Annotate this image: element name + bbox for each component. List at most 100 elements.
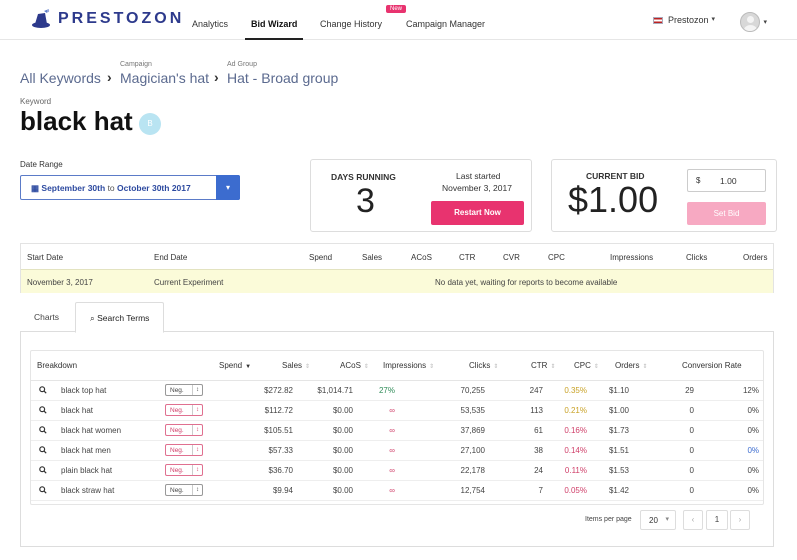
cell-impressions: 22,178 (460, 466, 485, 475)
cell-impressions: 37,869 (460, 426, 485, 435)
table-row: black hat women Neg. ↕ $105.51 $0.00 ∞ 37,869 6… (31, 421, 763, 441)
experiment-table: Start Date End Date Spend Sales ACoS CTR… (20, 243, 774, 293)
search-icon[interactable] (39, 386, 47, 394)
negate-button[interactable]: Neg. ↕ (165, 484, 203, 496)
breadcrumb-all-keywords[interactable]: All Keywords (20, 70, 101, 86)
cell-acos: ∞ (389, 486, 395, 495)
experiment-empty-message: No data yet, waiting for reports to beco… (435, 278, 618, 287)
tab-search-terms[interactable]: ⌕ Search Terms (75, 302, 165, 333)
match-type-toggle-icon[interactable]: ↕ (192, 465, 202, 475)
match-type-toggle-icon[interactable]: ↕ (192, 485, 202, 495)
cell-clicks: 61 (534, 426, 543, 435)
nav-bid-wizard[interactable]: Bid Wizard (245, 0, 304, 40)
set-bid-button[interactable]: Set Bid (687, 202, 766, 225)
col-acos-sort[interactable]: ACoS ⇕ (340, 361, 369, 370)
breadcrumb-campaign-label: Campaign (120, 61, 152, 68)
bid-input[interactable]: $ 1.00 (687, 169, 766, 192)
restart-now-button[interactable]: Restart Now (431, 201, 524, 225)
search-term: black top hat (61, 386, 107, 395)
col-orders: Orders (743, 253, 768, 262)
negate-button[interactable]: Neg. ↕ (165, 424, 203, 436)
items-per-page-select[interactable]: 20 ▾ (640, 510, 676, 530)
negate-label: Neg. (170, 406, 184, 414)
negate-button[interactable]: Neg. ↕ (165, 404, 203, 416)
page-number-button[interactable]: 1 (706, 510, 728, 530)
match-type-toggle-icon[interactable]: ↕ (192, 445, 202, 455)
currency-symbol: $ (696, 176, 701, 185)
cell-clicks: 7 (538, 486, 543, 495)
cell-spend: $9.94 (272, 486, 293, 495)
breadcrumb-adgroup[interactable]: Hat - Broad group (227, 70, 339, 86)
col-impressions-sort[interactable]: Impressions ⇕ (383, 361, 434, 370)
table-row: plain black hat Neg. ↕ $36.70 $0.00 ∞ 22,178 24… (31, 461, 763, 481)
table-row: black top hat Neg. ↕ $272.82 $1,014.71 27% 70,… (31, 381, 763, 401)
cell-conversion: 0% (747, 426, 759, 435)
col-clicks-sort[interactable]: Clicks ⇕ (469, 361, 498, 370)
sort-desc-icon: ▼ (245, 364, 252, 370)
experiment-start-date: November 3, 2017 (27, 278, 93, 287)
table-row: black hat Neg. ↕ $112.72 $0.00 ∞ 53,535 113 0.21… (31, 401, 763, 421)
col-acos-label: ACoS (340, 361, 361, 370)
col-start-date: Start Date (27, 253, 64, 262)
match-type-toggle-icon[interactable]: ↕ (192, 425, 202, 435)
nav-change-history[interactable]: Change History (320, 19, 383, 29)
match-type-toggle-icon[interactable]: ↕ (192, 385, 202, 395)
logo[interactable]: PRESTOZON (30, 6, 184, 32)
cell-conversion: 0% (747, 466, 759, 475)
user-menu[interactable]: ▾ (740, 12, 767, 32)
negate-button[interactable]: Neg. ↕ (165, 464, 203, 476)
nav-analytics[interactable]: Analytics (192, 19, 229, 29)
cell-impressions: 27,100 (460, 446, 485, 455)
breadcrumb-separator-icon: › (107, 69, 112, 85)
account-selector[interactable]: Prestozon ▾ (652, 0, 715, 40)
match-type-toggle-icon[interactable]: ↕ (192, 405, 202, 415)
negate-button[interactable]: Neg. ↕ (165, 444, 203, 456)
date-range-dropdown-button[interactable]: ▾ (216, 175, 240, 200)
search-icon[interactable] (39, 446, 47, 454)
breadcrumb-adgroup-label: Ad Group (227, 61, 257, 68)
search-icon[interactable] (39, 406, 47, 414)
col-cvr: CVR (503, 253, 520, 262)
cell-acos: ∞ (389, 466, 395, 475)
date-range-picker[interactable]: ▦ September 30th to October 30th 2017 ▾ (20, 175, 240, 200)
cell-clicks: 24 (534, 466, 543, 475)
cell-acos: ∞ (389, 446, 395, 455)
cell-acos: ∞ (389, 426, 395, 435)
date-range-label: Date Range (20, 160, 63, 169)
search-icon[interactable] (39, 466, 47, 474)
col-sales-label: Sales (282, 361, 303, 370)
col-ctr-sort[interactable]: CTR ⇕ (531, 361, 555, 370)
prev-page-button[interactable]: ‹ (683, 510, 703, 530)
current-bid-value: $1.00 (568, 179, 659, 220)
sort-icon: ⇕ (363, 364, 369, 370)
col-spend-label: Spend (219, 361, 243, 370)
search-icon[interactable] (39, 486, 47, 494)
col-spend-sort[interactable]: Spend ▼ (219, 361, 251, 370)
current-bid-label: CURRENT BID (586, 171, 645, 181)
nav-campaign-manager[interactable]: Campaign Manager (406, 19, 486, 29)
search-icon[interactable] (39, 426, 47, 434)
cell-orders: 0 (689, 486, 694, 495)
negate-button[interactable]: Neg. ↕ (165, 384, 203, 396)
next-page-button[interactable]: › (730, 510, 750, 530)
search-term: black straw hat (61, 486, 115, 495)
col-impressions-label: Impressions (383, 361, 427, 370)
tab-charts[interactable]: Charts (34, 312, 60, 322)
col-conversion-rate[interactable]: Conversion Rate (682, 361, 742, 370)
cell-spend: $272.82 (264, 386, 293, 395)
cell-acos: ∞ (389, 406, 395, 415)
tab-search-terms-label: Search Terms (97, 313, 150, 323)
chevron-down-icon: ▾ (711, 16, 715, 23)
cell-clicks: 247 (529, 386, 543, 395)
col-orders-sort[interactable]: Orders ⇕ (615, 361, 647, 370)
keyword-title: black hat (20, 106, 133, 136)
experiment-row: November 3, 2017 Current Experiment No d… (21, 269, 773, 293)
search-terms-panel (20, 332, 774, 547)
negate-label: Neg. (170, 446, 184, 454)
cell-ctr: 0.21% (564, 406, 587, 415)
search-term: plain black hat (61, 466, 113, 475)
col-cpc-sort[interactable]: CPC ⇕ (574, 361, 599, 370)
breadcrumb-campaign[interactable]: Magician's hat (120, 70, 210, 86)
search-term: black hat men (61, 446, 111, 455)
col-sales-sort[interactable]: Sales ⇕ (282, 361, 310, 370)
